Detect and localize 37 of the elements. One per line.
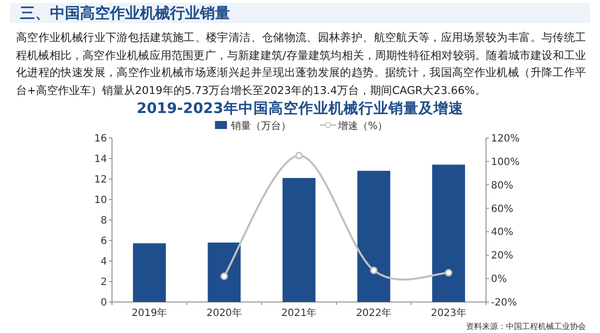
y2-tick-label: 120% bbox=[491, 134, 520, 144]
y-tick-label: 4 bbox=[100, 256, 107, 268]
bar bbox=[357, 170, 390, 302]
text: 三、中国高空作业机械行业销量 bbox=[20, 3, 230, 23]
y-tick-label: 14 bbox=[94, 154, 107, 165]
x-tick-label: 2023年 bbox=[430, 307, 466, 319]
y-tick-label: 6 bbox=[100, 236, 107, 247]
y2-tick-label: -20% bbox=[491, 298, 517, 308]
bar bbox=[282, 178, 316, 302]
y2-tick-label: 0% bbox=[491, 274, 507, 286]
bar bbox=[432, 164, 466, 302]
point bbox=[295, 152, 303, 160]
y2-tick-label: 80% bbox=[491, 180, 514, 192]
bar bbox=[132, 243, 166, 302]
x-tick-label: 2019年 bbox=[132, 307, 168, 319]
y-tick-label: 12 bbox=[94, 174, 107, 186]
legend-label: 增速（%） bbox=[337, 120, 388, 132]
x-tick-label: 2020年 bbox=[206, 307, 242, 319]
text: 高空作业机械行业下游包括建筑施工、楼宇清洁、仓储物流、园林养护、航空航天等，应用场景较为丰富。与传统工程机械相比，高空作业机械应用范围更广，与新建建筑/存量建筑均相关，周期性特征相对较弱。随着城市建设和工业化进程的快速发展，高空作业机械市场逐渐兴起并呈现出蓬勃发展的趋势。据统计，我国高空作业机械（升降工作平台+高空作业车）销量从2019年的5.73万台增长至2023年的13.4万台，期间CAGR大23.66%。 bbox=[16, 30, 586, 98]
y-tick-label: 16 bbox=[94, 134, 107, 144]
chart-title: 2019-2023年中国高空作业机械行业销量及增速 bbox=[136, 99, 464, 117]
y2-tick-label: 20% bbox=[491, 250, 514, 262]
legend-label: 销量（万台） bbox=[230, 120, 291, 132]
y-tick-label: 0 bbox=[100, 298, 107, 308]
x-tick-label: 2022年 bbox=[356, 307, 392, 319]
text: 资料来源：中国工程机械工业协会 bbox=[466, 322, 586, 331]
y-tick-label: 2 bbox=[100, 277, 107, 288]
y2-tick-label: 60% bbox=[491, 204, 514, 215]
y-tick-label: 8 bbox=[100, 216, 107, 226]
y2-tick-label: 40% bbox=[491, 227, 514, 238]
y-tick-label: 10 bbox=[94, 195, 107, 206]
bar bbox=[208, 242, 241, 302]
point bbox=[444, 268, 452, 276]
y2-tick-label: 100% bbox=[491, 156, 520, 168]
point bbox=[220, 272, 228, 280]
point bbox=[370, 266, 378, 274]
x-tick-label: 2021年 bbox=[281, 307, 317, 319]
